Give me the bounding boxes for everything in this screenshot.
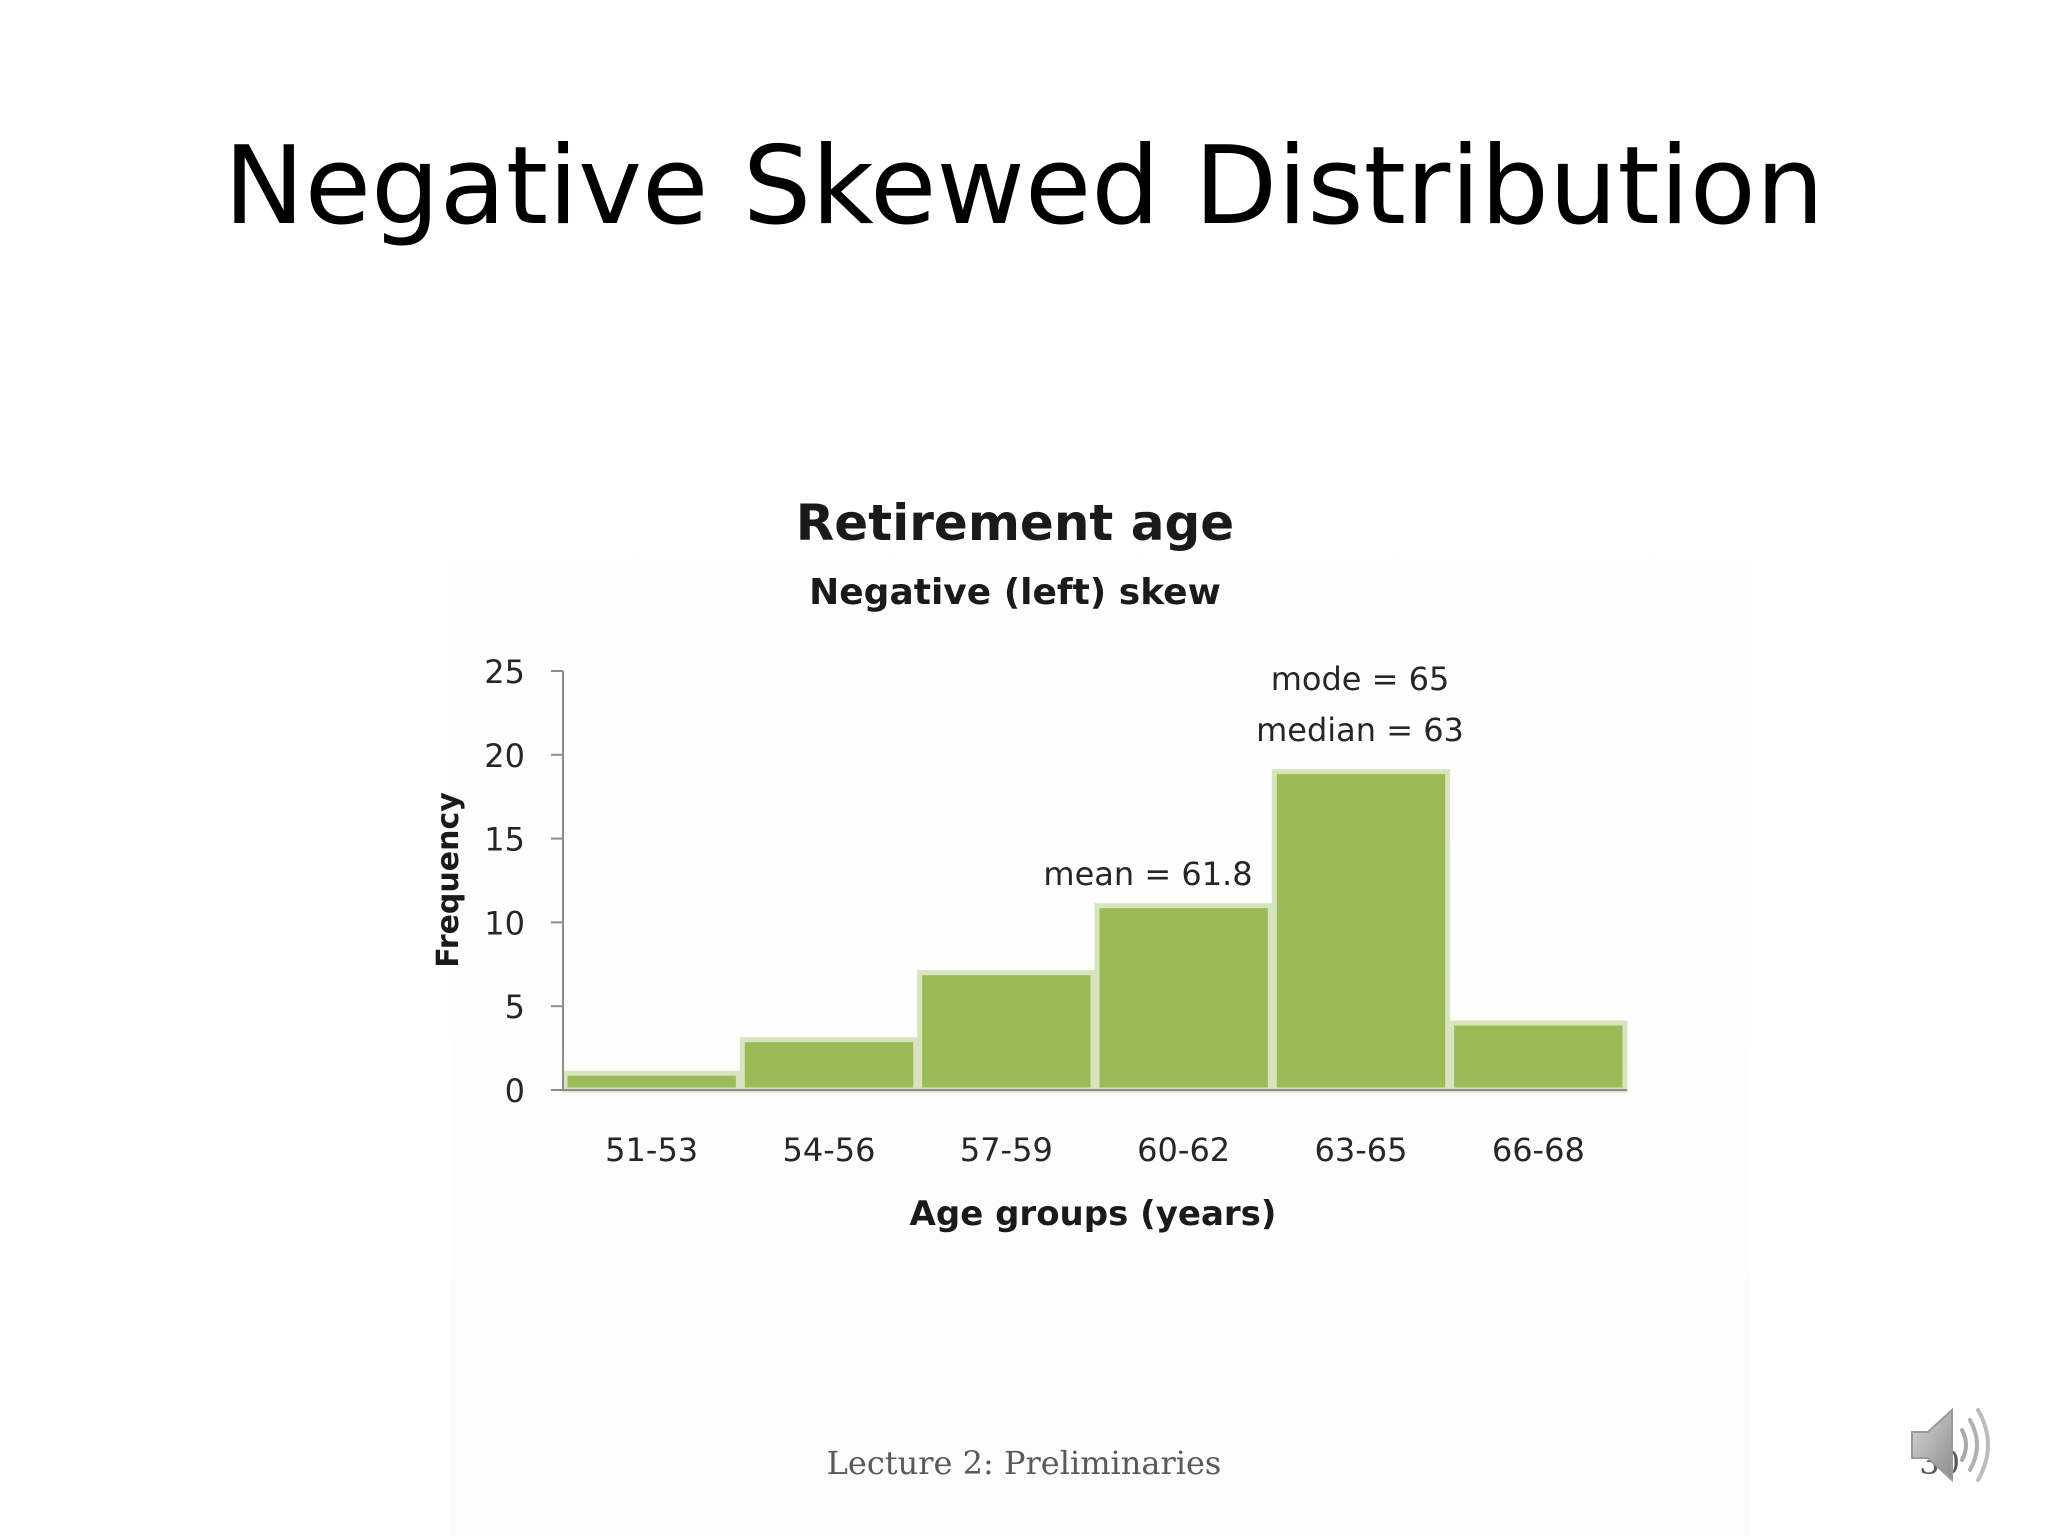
annotations-group: mean = 61.8 mode = 65 median = 63 [1043,660,1463,893]
x-tick-label: 54-56 [783,1131,876,1169]
y-tick-label: 5 [505,988,525,1026]
x-tick-label: 60-62 [1137,1131,1230,1169]
y-tick-label: 20 [484,737,525,775]
chart-subtitle: Negative (left) skew [809,572,1221,613]
bar-60-62 [1094,903,1273,1093]
annotation-median: median = 63 [1256,711,1464,749]
annotation-mode: mode = 65 [1271,660,1450,698]
bar-66-68 [1449,1020,1628,1093]
y-tick-label: 15 [484,821,525,859]
axes-group [562,671,1627,1091]
y-axis-label: Frequency [431,792,466,968]
bar-51-53 [562,1070,741,1093]
x-tick-label: 51-53 [605,1131,698,1169]
chart-title: Retirement age [796,494,1234,552]
x-ticks-group: 51-53 54-56 57-59 60-62 63-65 66-68 [605,1131,1585,1169]
annotation-mean: mean = 61.8 [1043,855,1252,893]
bar-57-59 [917,970,1096,1093]
x-tick-label: 66-68 [1492,1131,1585,1169]
y-ticks-group: 0 5 10 15 20 25 [484,653,563,1110]
slide-footer: Lecture 2: Preliminaries [826,1444,1222,1482]
bars-group [562,769,1628,1093]
slide-title: Negative Skewed Distribution [223,124,1825,249]
y-tick-label: 25 [484,653,525,691]
y-tick-label: 10 [484,904,525,942]
x-tick-label: 57-59 [960,1131,1053,1169]
x-axis-label: Age groups (years) [910,1194,1277,1234]
bar-63-65 [1271,769,1451,1093]
y-tick-label: 0 [505,1072,525,1110]
x-tick-label: 63-65 [1315,1131,1408,1169]
bar-54-56 [739,1037,919,1093]
speaker-icon[interactable] [1908,1400,2000,1490]
